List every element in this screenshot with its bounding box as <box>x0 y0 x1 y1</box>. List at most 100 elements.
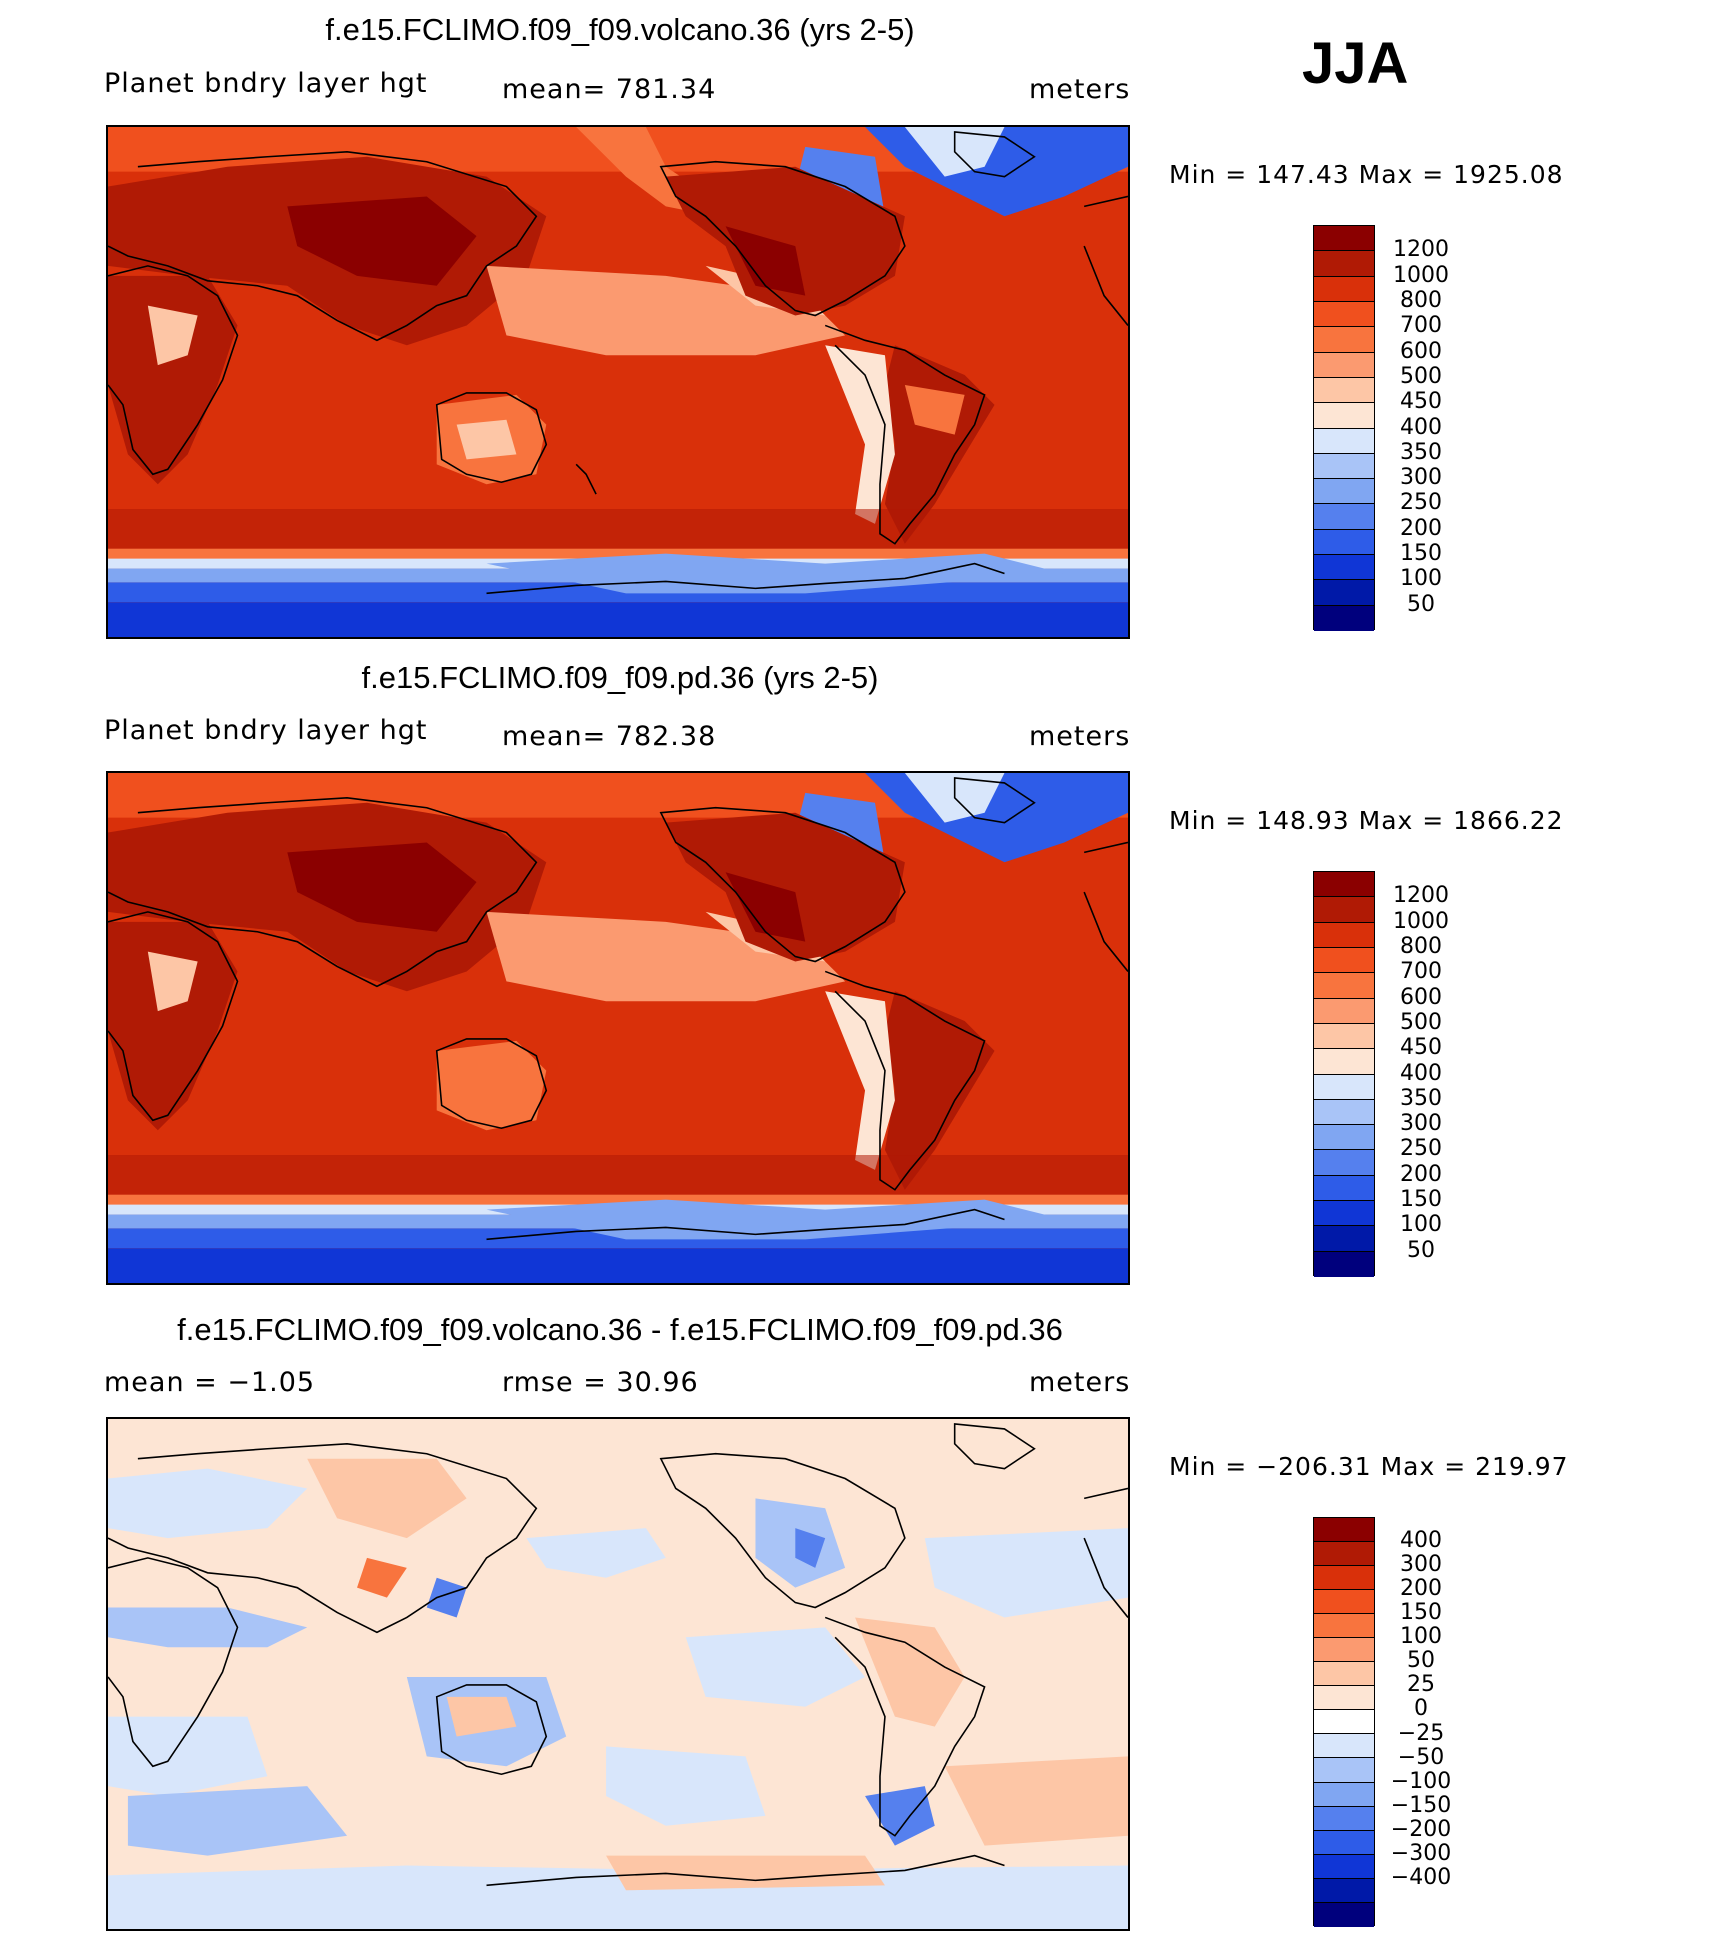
colorbar-box <box>1314 1830 1374 1855</box>
colorbar-box <box>1314 276 1374 302</box>
colorbar-box <box>1314 1251 1374 1277</box>
colorbar-box <box>1314 301 1374 328</box>
colorbar-tick-label: 500 <box>1400 363 1442 389</box>
colorbar-box <box>1314 1518 1374 1543</box>
colorbar-box <box>1314 1734 1374 1759</box>
panel-3-rmse-label: rmse = 30.96 <box>502 1367 699 1398</box>
colorbar-tick-label: 800 <box>1400 933 1442 959</box>
colorbar-tick-label: 350 <box>1400 1085 1442 1111</box>
colorbar-box <box>1314 453 1374 480</box>
colorbar-box <box>1314 504 1374 530</box>
colorbar-tick-label: 450 <box>1400 1035 1442 1061</box>
colorbar-tick-label: 100 <box>1400 1624 1442 1650</box>
colorbar-tick-label: −400 <box>1390 1864 1452 1890</box>
colorbar-tick-label: 0 <box>1414 1696 1428 1722</box>
colorbar-tick-label: 700 <box>1400 313 1442 339</box>
colorbar-box <box>1314 580 1374 606</box>
colorbar-tick-label: 1000 <box>1393 262 1449 288</box>
colorbar-box <box>1314 1902 1374 1927</box>
colorbar-box <box>1314 605 1374 631</box>
colorbar-tick-label: 1000 <box>1393 908 1449 934</box>
panel-1-colorbar <box>1313 225 1375 631</box>
colorbar-tick-label: 600 <box>1400 338 1442 364</box>
colorbar-tick-label: 400 <box>1400 1060 1442 1086</box>
colorbar-tick-label: 700 <box>1400 959 1442 985</box>
colorbar-box <box>1314 872 1374 898</box>
colorbar-box <box>1314 1614 1374 1639</box>
colorbar-box <box>1314 1662 1374 1687</box>
colorbar-tick-label: 800 <box>1400 287 1442 313</box>
panel-1-mean-label: mean= 781.34 <box>502 74 717 105</box>
colorbar-tick-label: 100 <box>1400 566 1442 592</box>
panel-1-map <box>106 125 1130 639</box>
colorbar-box <box>1314 1023 1374 1050</box>
panel-2-colorbar <box>1313 871 1375 1277</box>
colorbar-tick-label: 1200 <box>1393 883 1449 909</box>
colorbar-box <box>1314 973 1374 999</box>
panel-1-title: f.e15.FCLIMO.f09_f09.volcano.36 (yrs 2-5… <box>325 12 915 47</box>
colorbar-box <box>1314 428 1374 454</box>
colorbar-tick-label: −200 <box>1390 1816 1452 1842</box>
colorbar-box <box>1314 1878 1374 1903</box>
colorbar-box <box>1314 1710 1374 1735</box>
colorbar-box <box>1314 1854 1374 1879</box>
colorbar-box <box>1314 352 1374 378</box>
colorbar-box <box>1314 1150 1374 1176</box>
colorbar-box <box>1314 1074 1374 1100</box>
colorbar-tick-label: 200 <box>1400 1576 1442 1602</box>
panel-1-minmax: Min = 147.43 Max = 1925.08 <box>1169 160 1564 189</box>
panel-3-units-label: meters <box>1029 1367 1131 1398</box>
colorbar-box <box>1314 377 1374 404</box>
colorbar-tick-label: 50 <box>1407 1648 1435 1674</box>
colorbar-box <box>1314 1758 1374 1783</box>
panel-2-mean-label: mean= 782.38 <box>502 721 717 752</box>
colorbar-tick-label: −150 <box>1390 1792 1452 1818</box>
colorbar-box <box>1314 1638 1374 1663</box>
colorbar-tick-label: 300 <box>1400 1111 1442 1137</box>
colorbar-tick-label: 150 <box>1400 1600 1442 1626</box>
panel-3-colorbar <box>1313 1517 1375 1927</box>
colorbar-box <box>1314 555 1374 581</box>
colorbar-tick-label: −300 <box>1390 1840 1452 1866</box>
colorbar-box <box>1314 1782 1374 1807</box>
panel-3-minmax: Min = −206.31 Max = 219.97 <box>1169 1452 1569 1481</box>
colorbar-box <box>1314 1125 1374 1151</box>
colorbar-box <box>1314 479 1374 505</box>
panel-1-variable-label: Planet bndry layer hgt <box>104 68 428 99</box>
colorbar-tick-label: 400 <box>1400 1528 1442 1554</box>
colorbar-box <box>1314 327 1374 353</box>
colorbar-tick-label: 200 <box>1400 1161 1442 1187</box>
colorbar-tick-label: 100 <box>1400 1212 1442 1238</box>
panel-2-map <box>106 771 1130 1285</box>
colorbar-tick-label: −100 <box>1390 1768 1452 1794</box>
colorbar-box <box>1314 947 1374 974</box>
colorbar-tick-label: 300 <box>1400 465 1442 491</box>
colorbar-box <box>1314 922 1374 948</box>
colorbar-tick-label: 50 <box>1407 591 1435 617</box>
colorbar-tick-label: 500 <box>1400 1009 1442 1035</box>
colorbar-box <box>1314 251 1374 277</box>
colorbar-tick-label: 50 <box>1407 1237 1435 1263</box>
colorbar-box <box>1314 1542 1374 1567</box>
colorbar-tick-label: 400 <box>1400 414 1442 440</box>
colorbar-tick-label: −25 <box>1397 1720 1445 1746</box>
colorbar-tick-label: 600 <box>1400 984 1442 1010</box>
colorbar-box <box>1314 998 1374 1024</box>
colorbar-tick-label: 450 <box>1400 389 1442 415</box>
season-label: JJA <box>1302 31 1409 96</box>
colorbar-box <box>1314 1590 1374 1615</box>
colorbar-tick-label: 150 <box>1400 1187 1442 1213</box>
colorbar-box <box>1314 1099 1374 1126</box>
colorbar-tick-label: 150 <box>1400 541 1442 567</box>
colorbar-box <box>1314 1806 1374 1831</box>
panel-2-units-label: meters <box>1029 721 1131 752</box>
colorbar-box <box>1314 1226 1374 1252</box>
colorbar-box <box>1314 897 1374 923</box>
colorbar-tick-label: 1200 <box>1393 237 1449 263</box>
colorbar-box <box>1314 1566 1374 1591</box>
panel-3-map <box>106 1417 1130 1931</box>
colorbar-tick-label: −50 <box>1397 1744 1445 1770</box>
panel-3-title: f.e15.FCLIMO.f09_f09.volcano.36 - f.e15.… <box>177 1312 1063 1347</box>
colorbar-box <box>1314 1049 1374 1075</box>
panel-2-variable-label: Planet bndry layer hgt <box>104 715 428 746</box>
